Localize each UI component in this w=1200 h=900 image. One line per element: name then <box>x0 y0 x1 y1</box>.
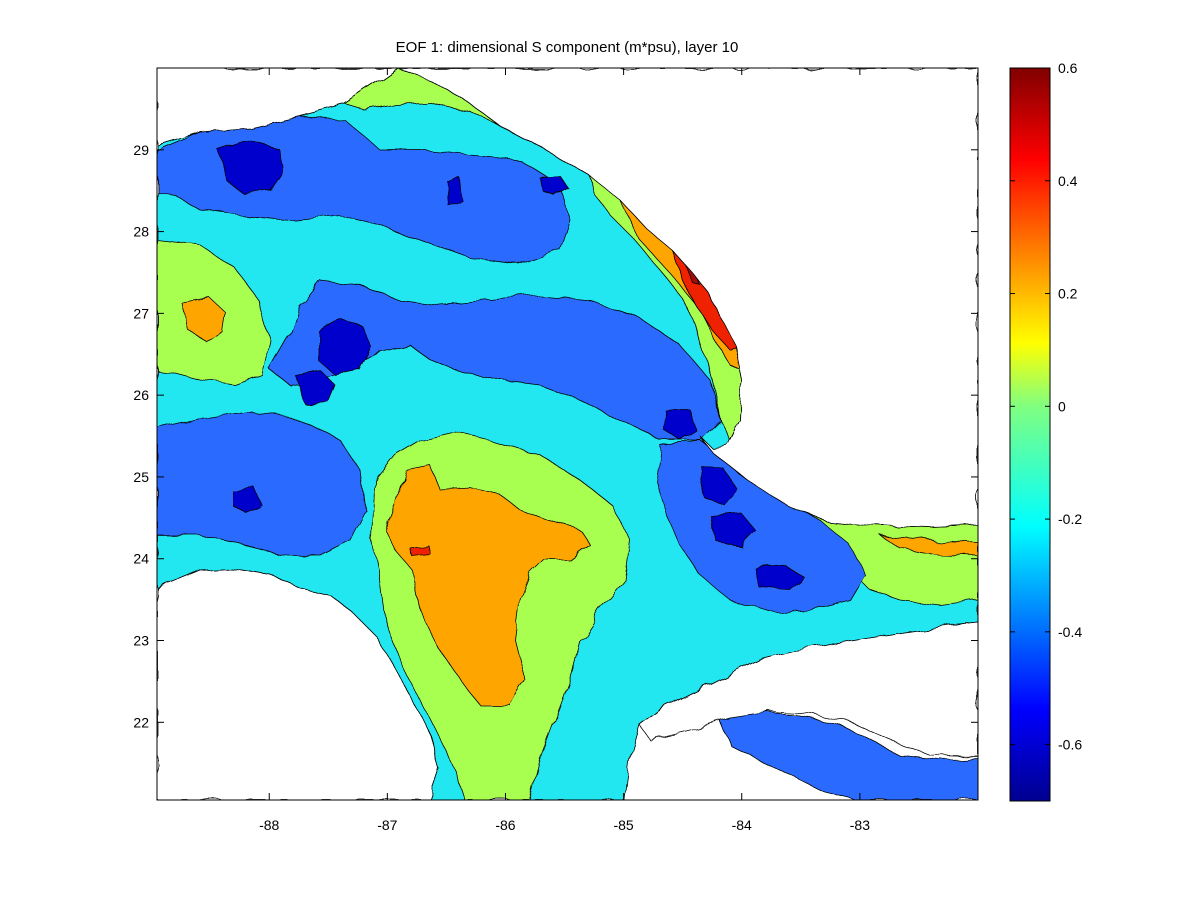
contour-region-darkblue-7 <box>539 175 569 197</box>
colorbar-ticks: -0.6 -0.4 -0.2 0 0.2 0.4 0.6 <box>1010 60 1082 753</box>
colorbar-tick-label: 0.2 <box>1058 286 1078 302</box>
y-tick-label: 28 <box>133 224 149 240</box>
land-mask-northeast <box>397 68 978 528</box>
contour-region-darkblue-2 <box>317 317 373 376</box>
x-tick-label: -84 <box>732 817 752 833</box>
contour-region-darkblue-5 <box>709 511 756 546</box>
contour-region-darkblue-3 <box>294 369 336 405</box>
x-tick-label: -87 <box>377 817 397 833</box>
y-tick-label: 26 <box>133 387 149 403</box>
contour-region-darkblue-10 <box>231 487 263 513</box>
contour-region-darkblue-8 <box>663 409 697 441</box>
y-tick-label: 29 <box>133 142 149 158</box>
contour-region-orange-east <box>879 534 978 557</box>
colorbar: -0.6 -0.4 -0.2 0 0.2 0.4 0.6 <box>1009 60 1082 802</box>
contour-region-darkblue-1 <box>217 139 286 196</box>
plot-frame <box>156 67 979 801</box>
y-axis-ticks: 22 23 24 25 26 27 28 29 <box>133 142 978 730</box>
contour-region-red-small <box>409 544 431 557</box>
colorbar-tick-label: -0.2 <box>1058 511 1082 527</box>
x-tick-label: -83 <box>850 817 870 833</box>
y-tick-label: 22 <box>133 714 149 730</box>
x-tick-label: -85 <box>613 817 633 833</box>
land-mask-cuba <box>639 621 978 757</box>
contour-region-blue-west <box>157 409 366 556</box>
land-mask-north <box>157 68 399 146</box>
colorbar-tick-label: -0.6 <box>1058 737 1082 753</box>
x-tick-label: -86 <box>495 817 515 833</box>
chart-title: EOF 1: dimensional S component (m*psu), … <box>396 39 739 56</box>
colorbar-tick-label: 0 <box>1058 398 1066 414</box>
colorbar-tick-label: 0.6 <box>1058 60 1078 76</box>
colorbar-gradient <box>1009 67 1051 802</box>
contour-region-blue-south <box>719 711 978 800</box>
colorbar-tick-label: -0.4 <box>1058 624 1082 640</box>
contour-region-orange-central <box>384 464 591 706</box>
y-tick-label: 25 <box>133 469 149 485</box>
colorbar-tick-label: 0.4 <box>1058 173 1078 189</box>
contour-region-orange-west <box>181 297 226 341</box>
land-mask-yucatan <box>157 567 441 800</box>
y-tick-label: 23 <box>133 633 149 649</box>
plot-area: -88 -87 -86 -85 -84 -83 22 23 24 25 26 27 28 29 <box>133 67 979 833</box>
contour-region-darkblue-4 <box>699 464 739 506</box>
y-tick-label: 24 <box>133 551 149 567</box>
contour-region-darkblue-6 <box>754 564 806 591</box>
x-tick-label: -88 <box>259 817 279 833</box>
contour-region-darkblue-9 <box>445 177 463 206</box>
y-tick-label: 27 <box>133 305 149 321</box>
x-axis-ticks: -88 -87 -86 -85 -84 -83 <box>259 68 870 833</box>
